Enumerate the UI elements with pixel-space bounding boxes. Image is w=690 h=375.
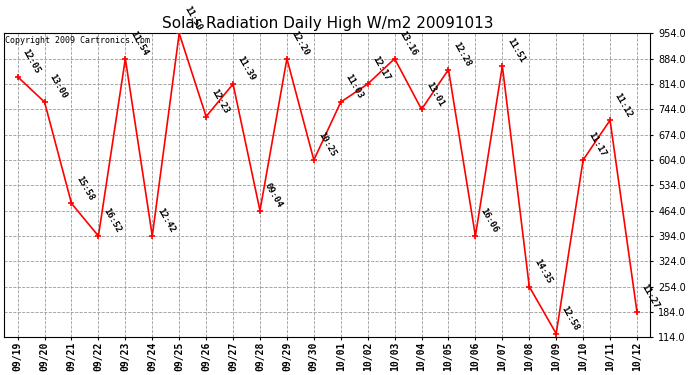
Text: 14:35: 14:35 bbox=[532, 258, 553, 285]
Text: 11:54: 11:54 bbox=[128, 30, 149, 57]
Text: Copyright 2009 Cartronics.com: Copyright 2009 Cartronics.com bbox=[6, 36, 150, 45]
Text: 16:52: 16:52 bbox=[101, 207, 122, 235]
Text: 12:28: 12:28 bbox=[451, 40, 473, 68]
Text: 13:16: 13:16 bbox=[397, 30, 419, 57]
Text: 11:03: 11:03 bbox=[344, 73, 365, 101]
Text: 11:39: 11:39 bbox=[236, 55, 257, 82]
Text: 11:17: 11:17 bbox=[586, 131, 607, 159]
Text: 15:58: 15:58 bbox=[75, 174, 95, 202]
Text: 11:27: 11:27 bbox=[640, 283, 661, 310]
Text: 11:50: 11:50 bbox=[182, 4, 204, 32]
Text: 12:58: 12:58 bbox=[559, 304, 580, 332]
Text: 12:05: 12:05 bbox=[21, 48, 41, 75]
Text: 10:25: 10:25 bbox=[317, 131, 338, 159]
Text: 13:01: 13:01 bbox=[424, 80, 446, 108]
Text: 12:20: 12:20 bbox=[290, 30, 311, 57]
Text: 12:23: 12:23 bbox=[209, 87, 230, 115]
Text: 11:51: 11:51 bbox=[505, 37, 526, 64]
Title: Solar Radiation Daily High W/m2 20091013: Solar Radiation Daily High W/m2 20091013 bbox=[161, 16, 493, 31]
Text: 09:04: 09:04 bbox=[263, 182, 284, 209]
Text: 12:17: 12:17 bbox=[371, 55, 392, 82]
Text: 13:00: 13:00 bbox=[48, 73, 68, 101]
Text: 11:12: 11:12 bbox=[613, 91, 634, 119]
Text: 12:42: 12:42 bbox=[155, 207, 176, 235]
Text: 16:06: 16:06 bbox=[478, 207, 500, 235]
